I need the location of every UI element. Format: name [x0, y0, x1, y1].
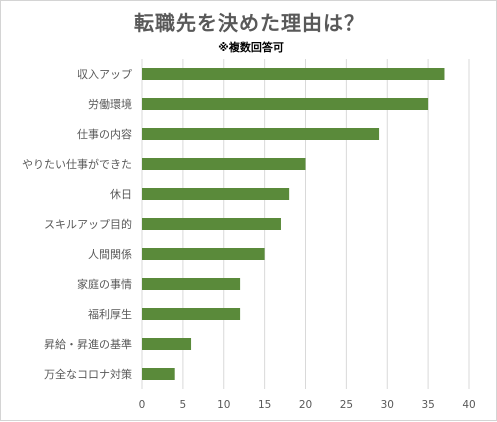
x-tick-label: 20 [299, 399, 312, 411]
category-label: 家庭の事情 [77, 277, 132, 291]
bar [142, 68, 445, 80]
chart-title: 転職先を決めた理由は？ [134, 11, 365, 35]
x-tick-label: 35 [421, 399, 434, 411]
category-label: 昇給・昇進の基準 [44, 337, 132, 351]
bar [142, 158, 306, 170]
bar [142, 218, 281, 230]
category-label: 人間関係 [88, 248, 132, 261]
bar [142, 98, 429, 110]
x-tick-label: 40 [462, 399, 475, 411]
category-label: 福利厚生 [88, 307, 132, 321]
category-label: 休日 [110, 188, 132, 201]
x-tick-label: 25 [340, 399, 353, 411]
bar [142, 188, 290, 200]
bar [142, 278, 241, 290]
chart-subtitle: ※複数回答可 [218, 41, 284, 54]
x-tick-label: 0 [139, 399, 146, 411]
bar [142, 128, 380, 140]
category-label: やりたい仕事ができた [22, 157, 132, 171]
category-label: 収入アップ [77, 68, 132, 81]
category-label: 万全なコロナ対策 [44, 367, 132, 381]
category-label: 労働環境 [88, 97, 132, 111]
bar [142, 248, 265, 260]
x-tick-label: 5 [180, 399, 187, 411]
bar [142, 308, 241, 320]
bar [142, 368, 175, 380]
x-tick-label: 10 [217, 399, 230, 411]
x-tick-label: 15 [258, 399, 271, 411]
category-label: 仕事の内容 [77, 127, 132, 141]
category-label: スキルアップ目的 [44, 217, 132, 231]
bar [142, 338, 192, 350]
x-tick-label: 30 [381, 399, 394, 411]
